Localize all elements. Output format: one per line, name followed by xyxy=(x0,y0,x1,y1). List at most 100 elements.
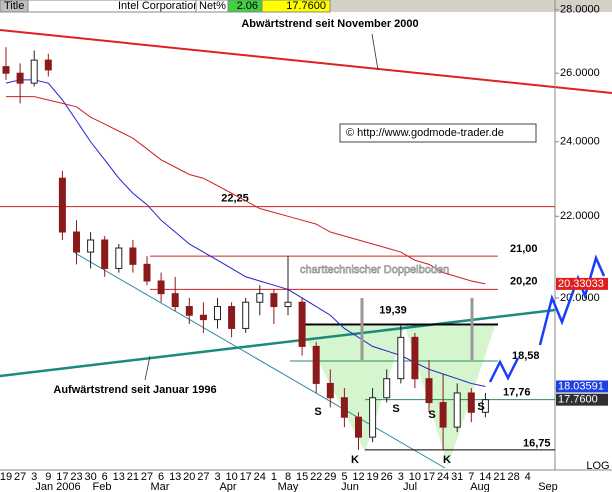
candle-body xyxy=(16,72,24,84)
month-label: Feb xyxy=(93,481,112,492)
x-tick-label: 28 xyxy=(507,471,519,483)
x-tick-label: 21 xyxy=(493,471,505,483)
x-tick-label: 27 xyxy=(14,471,26,483)
candle-body xyxy=(312,345,320,384)
candle-body xyxy=(425,378,433,404)
y-tick-label: 26.0000 xyxy=(560,67,600,79)
header-title: Title xyxy=(4,0,24,12)
projection xyxy=(488,357,520,383)
candle-body xyxy=(467,392,475,413)
x-tick-label: 24 xyxy=(437,471,449,483)
bottom-label: K xyxy=(443,454,451,466)
header-last: 17.7600 xyxy=(286,0,326,12)
price-box-label: 20.33033 xyxy=(558,278,604,290)
candle-body xyxy=(355,416,362,438)
header-net-label: Net% xyxy=(199,0,226,12)
x-tick-label: 13 xyxy=(169,471,181,483)
x-tick-label: 8 xyxy=(285,471,291,483)
candle-body xyxy=(58,177,66,233)
downtrend-label: Abwärtstrend seit November 2000 xyxy=(241,18,418,30)
candle-body xyxy=(171,293,179,308)
uptrend-label: Aufwärtstrend seit Januar 1996 xyxy=(53,384,216,396)
candle-body xyxy=(101,239,109,269)
shoulder-label: S xyxy=(314,406,321,418)
candle-body xyxy=(242,301,250,329)
shoulder-label: S xyxy=(392,403,399,415)
candle-body xyxy=(143,263,151,282)
candle-body xyxy=(397,336,405,380)
candle-body xyxy=(2,66,10,74)
month-label: Mar xyxy=(151,481,170,492)
price-box-label: 18.03591 xyxy=(558,380,604,392)
uptrend-line xyxy=(0,308,556,378)
copyright-box xyxy=(339,123,537,143)
candle-body xyxy=(214,306,221,321)
x-tick-label: 17 xyxy=(240,471,252,483)
x-tick-label: 6 xyxy=(158,471,164,483)
month-label: Jan 2006 xyxy=(35,481,80,492)
copyright: © http://www.godmode-trader.de xyxy=(346,127,504,139)
pointer xyxy=(371,33,379,71)
x-tick-label: 23 xyxy=(70,471,82,483)
price-box xyxy=(556,380,608,393)
x-tick-label: 31 xyxy=(451,471,463,483)
x-tick-label: 10 xyxy=(225,471,237,483)
moving-average xyxy=(6,96,486,285)
x-tick-label: 3 xyxy=(398,471,404,483)
month-label: Sep xyxy=(538,481,558,492)
pointer xyxy=(144,355,151,381)
x-tick-label: 15 xyxy=(296,471,308,483)
candle-body xyxy=(185,306,193,316)
x-tick-label: 13 xyxy=(113,471,125,483)
candle-body xyxy=(157,280,165,295)
candle-body xyxy=(439,402,447,428)
header-net-value: 2.06 xyxy=(237,0,258,12)
x-tick-label: 29 xyxy=(324,471,336,483)
x-tick-label: 27 xyxy=(197,471,209,483)
level-label: 17,76 xyxy=(503,387,531,399)
month-label: Apr xyxy=(219,481,236,492)
y-tick-label: 20.0000 xyxy=(560,292,600,304)
y-tick-label: 28.0000 xyxy=(560,4,600,16)
header-cell xyxy=(261,0,331,13)
candle-body xyxy=(284,301,292,308)
level-label: 20,20 xyxy=(510,275,538,287)
downtrend-line xyxy=(0,29,612,94)
candle-body xyxy=(411,336,419,380)
moving-average xyxy=(5,79,486,387)
x-tick-label: 22 xyxy=(310,471,322,483)
x-tick-label: 17 xyxy=(423,471,435,483)
month-label: Aug xyxy=(470,481,490,492)
candle-body xyxy=(298,301,306,347)
candle-body xyxy=(115,247,123,269)
candle-body xyxy=(270,293,278,308)
x-tick-label: 7 xyxy=(468,471,474,483)
x-tick-label: 24 xyxy=(254,471,266,483)
month-label: Jul xyxy=(403,481,417,492)
candle-body xyxy=(44,59,52,71)
level-label: 19,39 xyxy=(379,304,407,316)
shoulder-label: S xyxy=(477,401,484,413)
level-label: 16,75 xyxy=(523,438,551,450)
x-tick-label: 5 xyxy=(341,471,347,483)
pattern-label: charttechnischer Doppelboden xyxy=(300,264,449,276)
shoulder-label: S xyxy=(428,409,435,421)
header-name: Intel Corporation xyxy=(118,0,199,12)
x-tick-label: 20 xyxy=(183,471,195,483)
candle-body xyxy=(326,382,334,399)
x-tick-label: 21 xyxy=(127,471,139,483)
x-tick-label: 3 xyxy=(31,471,37,483)
candle-body xyxy=(73,231,80,253)
x-tick-label: 17 xyxy=(56,471,68,483)
candle-body xyxy=(383,378,391,399)
candle-body xyxy=(129,247,137,265)
bottom-label: K xyxy=(351,454,359,466)
level-label: 21,00 xyxy=(510,243,538,255)
x-tick-label: 30 xyxy=(84,471,96,483)
log-label: LOG xyxy=(586,460,609,472)
y-tick-label: 24.0000 xyxy=(560,136,600,148)
x-tick-label: 19 xyxy=(366,471,378,483)
y-tick-label: 22.0000 xyxy=(560,210,600,222)
candle-body xyxy=(228,306,236,329)
